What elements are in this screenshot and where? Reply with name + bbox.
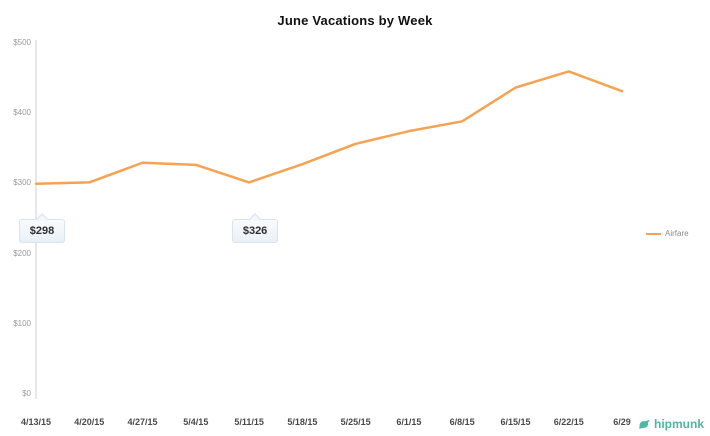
price-callout: $326 [232,213,279,243]
x-tick-label: 6/29 [613,417,631,427]
x-tick-label: 6/15/15 [500,417,531,427]
legend-line-swatch [646,232,661,235]
legend-label: Airfare [665,229,689,238]
hipmunk-logo-text: hipmunk [654,417,704,431]
chart-title: June Vacations by Week [277,13,433,28]
hipmunk-logo[interactable]: hipmunk [638,417,704,431]
price-callout: $298 [19,213,65,243]
y-tick-label: $0 [22,389,31,398]
y-tick-label: $200 [13,248,31,258]
legend: Airfare [646,229,689,238]
x-tick-label: 4/20/15 [74,417,105,427]
x-tick-label: 5/18/15 [287,417,318,427]
y-tick-label: $100 [13,318,31,328]
x-tick-label: 5/11/15 [234,417,264,427]
x-tick-label: 5/25/15 [340,417,371,427]
x-tick-label: 4/27/15 [127,417,158,427]
hipmunk-bird-icon [639,419,650,429]
y-tick-label: $500 [13,38,31,47]
x-tick-label: 6/1/15 [396,417,422,427]
x-tick-label: 4/13/15 [20,417,52,427]
airfare-series-line [34,70,624,186]
y-tick-label: $400 [13,108,31,118]
x-tick-label: 6/22/15 [553,417,584,427]
x-tick-label: 6/8/15 [449,417,475,427]
y-tick-label: $300 [13,178,31,188]
x-tick-label: 5/4/15 [183,417,209,427]
